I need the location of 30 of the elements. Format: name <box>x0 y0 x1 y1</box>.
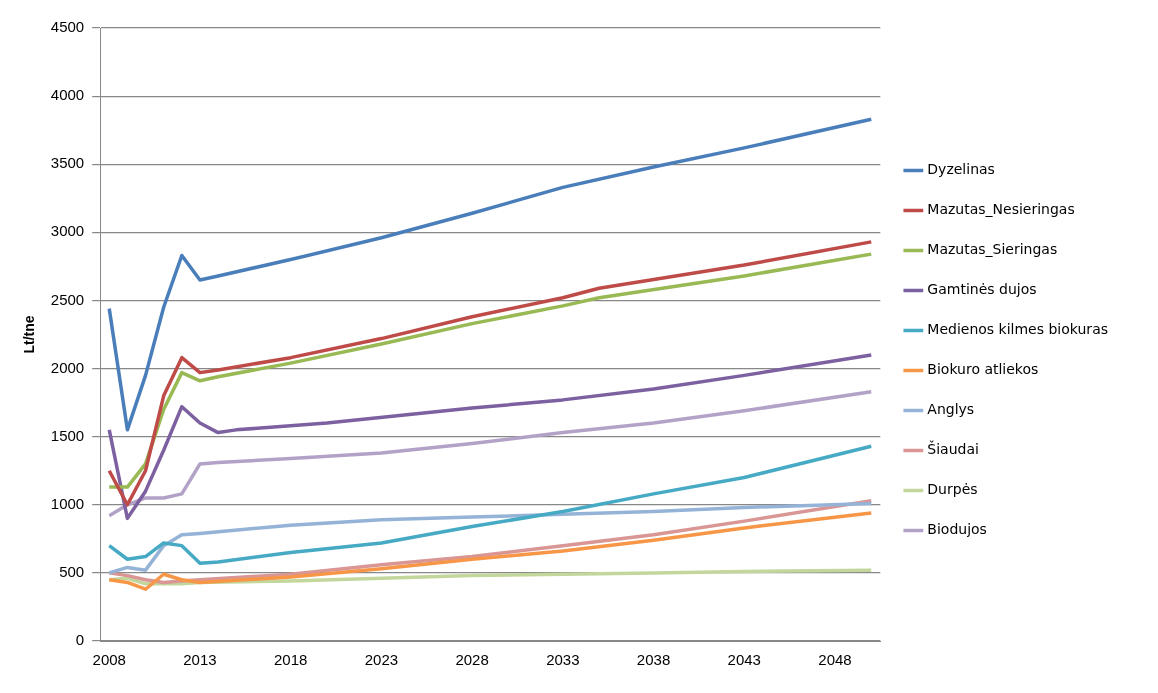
y-tick-label: 4000 <box>50 86 85 104</box>
legend-label: Biokuro atliekos <box>927 361 1039 378</box>
x-tick-label: 2028 <box>455 651 489 669</box>
legend-label: Medienos kilmes biokuras <box>927 321 1108 338</box>
y-tick-label: 0 <box>75 631 85 649</box>
x-tick-label: 2013 <box>183 651 217 669</box>
y-tick-label: 2000 <box>50 358 85 376</box>
x-tick-label: 2033 <box>546 651 580 669</box>
legend-label: Mazutas_Nesieringas <box>927 201 1075 218</box>
x-tick-label: 2048 <box>818 651 852 669</box>
y-tick-label: 3500 <box>50 154 85 172</box>
y-axis-title: Lt/tne <box>21 315 38 354</box>
y-tick-label: 1500 <box>50 426 85 444</box>
y-tick-label: 500 <box>59 563 85 581</box>
y-tick-label: 4500 <box>50 18 85 36</box>
x-tick-label: 2018 <box>273 651 308 669</box>
y-tick-label: 3000 <box>50 222 85 240</box>
x-tick-label: 2008 <box>92 651 126 669</box>
legend-label: Durpės <box>927 481 978 498</box>
legend-label: Dyzelinas <box>927 161 995 178</box>
y-tick-label: 2500 <box>50 290 85 308</box>
x-tick-label: 2043 <box>727 651 761 669</box>
legend-label: Mazutas_Sieringas <box>927 241 1058 258</box>
x-tick-label: 2023 <box>364 651 399 669</box>
legend-label: Biodujos <box>927 521 987 538</box>
legend-label: Anglys <box>927 401 975 418</box>
y-tick-label: 1000 <box>50 494 85 512</box>
legend-label: Šiaudai <box>927 440 979 458</box>
x-tick-label: 2038 <box>636 651 671 669</box>
legend-label: Gamtinės dujos <box>927 281 1037 298</box>
